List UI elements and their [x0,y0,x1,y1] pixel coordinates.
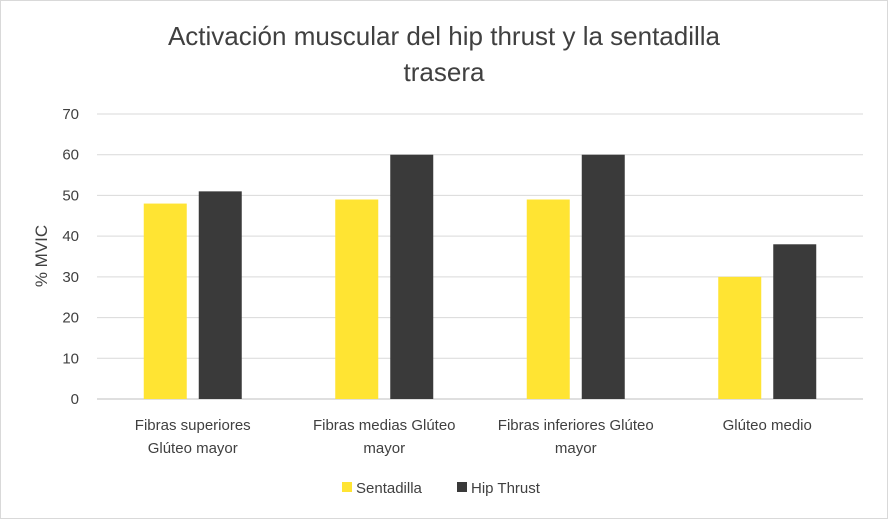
bar-sentadilla [526,199,570,399]
bar-hip-thrust [198,191,242,399]
legend-label: Hip Thrust [471,480,541,497]
chart-title-line-1: Activación muscular del hip thrust y la … [167,21,721,51]
chart-title-line-2: trasera [403,57,485,87]
x-category-label: Glúteo medio [723,417,812,434]
x-category-label: Fibras medias Glúteo [313,417,456,434]
x-category-label: mayor [363,440,405,457]
chart-title: Activación muscular del hip thrust y la … [0,18,888,90]
x-axis-categories: Fibras superiores Glúteo mayor Fibras medi… [135,417,812,457]
bar-sentadilla [335,199,379,399]
y-tick-label: 60 [62,147,79,164]
legend-label: Sentadilla [356,480,423,497]
x-category-label: Glúteo mayor [148,440,238,457]
y-tick-label: 0 [71,391,79,408]
bars [143,154,817,399]
y-tick-label: 50 [62,187,79,204]
bar-sentadilla [718,276,762,399]
legend-swatch [342,482,352,492]
x-category-label: Fibras superiores [135,417,251,434]
legend: Sentadilla Hip Thrust [342,480,541,497]
y-axis-ticks: 0 10 20 30 40 50 60 70 [62,106,79,408]
x-category-label: mayor [555,440,597,457]
y-tick-label: 10 [62,350,79,367]
bar-hip-thrust [581,154,625,399]
bar-hip-thrust [773,244,817,399]
y-tick-label: 70 [62,106,79,123]
bar-sentadilla [143,203,187,399]
y-tick-label: 20 [62,310,79,327]
bar-hip-thrust [390,154,434,399]
x-category-label: Fibras inferiores Glúteo [498,417,654,434]
y-axis-label: % MVIC [32,225,51,287]
y-tick-label: 40 [62,228,79,245]
legend-swatch [457,482,467,492]
y-tick-label: 30 [62,269,79,286]
